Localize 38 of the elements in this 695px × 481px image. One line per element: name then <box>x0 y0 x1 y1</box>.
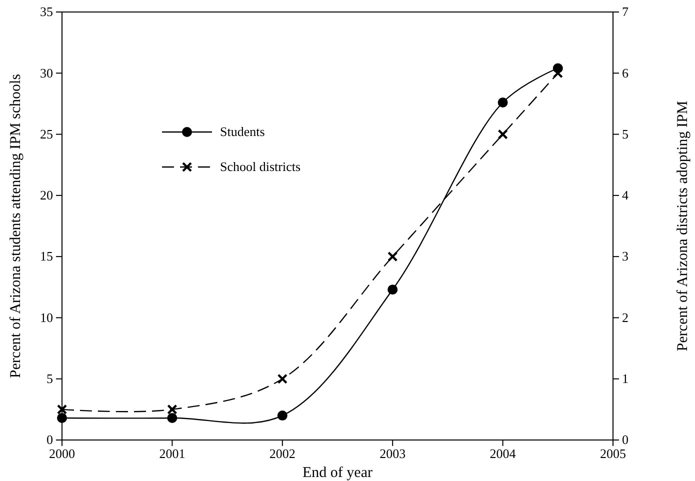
y2-tick-label: 6 <box>622 65 629 80</box>
y-tick-label: 20 <box>40 188 53 203</box>
legend-label: School districts <box>220 159 301 174</box>
y-tick-label: 0 <box>46 432 53 448</box>
point <box>552 68 563 78</box>
point <box>498 129 508 140</box>
x-tick-label: 2005 <box>600 446 626 462</box>
point <box>277 410 288 421</box>
point <box>167 404 178 415</box>
y-tick-label: 35 <box>40 4 53 20</box>
y-axis-title: Percent of Arizona students attending IPM schools <box>8 74 24 378</box>
point <box>388 251 398 262</box>
y-tick-label: 25 <box>40 126 53 142</box>
legend-label: Students <box>220 124 265 139</box>
y2-tick-label: 7 <box>622 4 629 20</box>
x-tick-label: 2003 <box>380 446 406 462</box>
y-tick-label: 15 <box>40 248 53 264</box>
point <box>167 412 178 423</box>
y-tick-label: 5 <box>46 371 53 386</box>
x-tick-label: 2004 <box>490 446 516 462</box>
x-axis-title: End of year <box>302 465 372 481</box>
x-tick-label: 2001 <box>159 446 186 462</box>
x-tick-label: 2002 <box>269 446 296 462</box>
point <box>57 412 67 423</box>
point <box>388 284 398 295</box>
y2-axis-title: Percent of Arizona districts adopting IPM <box>675 100 691 352</box>
y2-tick-label: 4 <box>622 188 629 203</box>
point <box>277 374 288 384</box>
y2-tick-label: 2 <box>622 310 628 325</box>
y2-tick-label: 5 <box>622 126 628 142</box>
y2-tick-label: 3 <box>622 248 628 264</box>
y2-tick-label: 1 <box>622 371 628 386</box>
y2-tick-label: 0 <box>622 432 628 448</box>
point <box>498 97 508 108</box>
point <box>56 404 68 415</box>
y-tick-label: 10 <box>40 310 53 325</box>
y-tick-label: 30 <box>40 65 53 80</box>
x-tick-label: 2000 <box>49 446 75 462</box>
